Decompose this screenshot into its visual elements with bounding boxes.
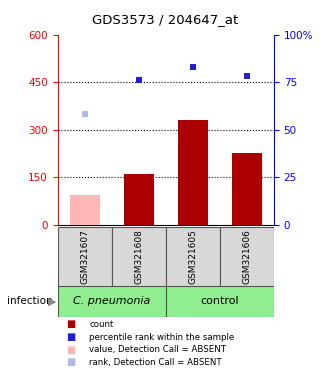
Text: GDS3573 / 204647_at: GDS3573 / 204647_at: [92, 13, 238, 26]
Bar: [124, 174, 154, 225]
Text: GSM321608: GSM321608: [134, 229, 143, 284]
Bar: [166, 227, 220, 286]
Text: C. pneumonia: C. pneumonia: [73, 296, 150, 306]
Bar: [58, 227, 112, 286]
Bar: [58, 286, 166, 317]
Text: GSM321607: GSM321607: [80, 229, 89, 284]
Bar: [112, 227, 166, 286]
Text: control: control: [201, 296, 239, 306]
Text: rank, Detection Call = ABSENT: rank, Detection Call = ABSENT: [89, 358, 222, 367]
Text: value, Detection Call = ABSENT: value, Detection Call = ABSENT: [89, 345, 226, 354]
Bar: [178, 120, 208, 225]
Text: infection: infection: [7, 296, 52, 306]
Bar: [232, 153, 262, 225]
Text: GSM321606: GSM321606: [242, 229, 251, 284]
Bar: [70, 195, 100, 225]
Text: ■: ■: [66, 358, 75, 367]
Text: ▶: ▶: [48, 296, 56, 306]
Text: percentile rank within the sample: percentile rank within the sample: [89, 333, 234, 342]
Bar: [220, 227, 274, 286]
Bar: [166, 286, 274, 317]
Text: ■: ■: [66, 345, 75, 355]
Text: ■: ■: [66, 332, 75, 342]
Text: GSM321605: GSM321605: [188, 229, 197, 284]
Text: count: count: [89, 320, 114, 329]
Text: ■: ■: [66, 319, 75, 329]
